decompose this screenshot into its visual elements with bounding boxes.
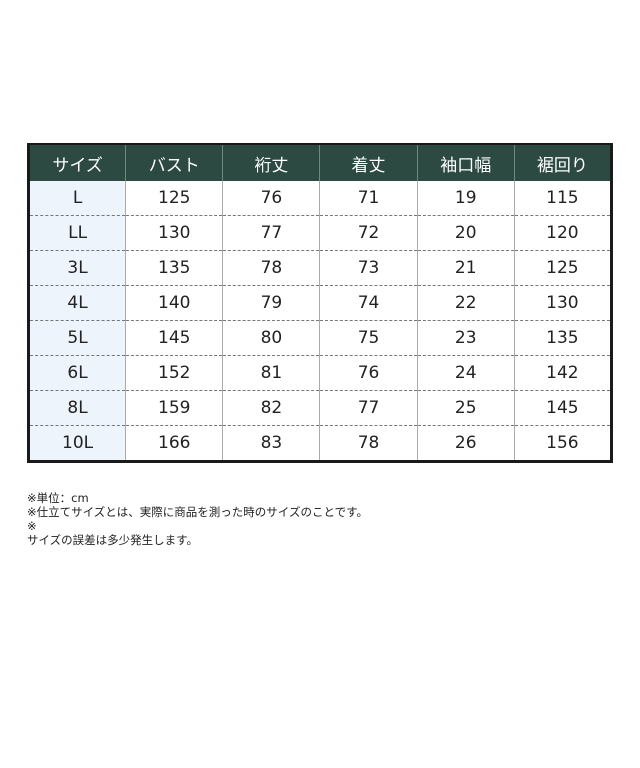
measurement-cell: 82 [222,390,320,426]
measurement-cell: 80 [222,320,320,356]
measurement-cell: 25 [416,390,515,426]
measurement-cell: 83 [222,425,320,462]
size-cell: 10L [28,425,126,462]
measurement-cell: 19 [416,181,515,216]
note-measurement: ※仕立てサイズとは、実際に商品を測った時のサイズのことです。 [27,505,368,519]
measurement-cell: 156 [513,425,612,462]
measurement-cell: 142 [513,355,612,391]
size-cell: LL [28,215,126,251]
note-mark: ※ [27,519,37,533]
table-body: L 125 76 71 19 115 LL 130 77 72 20 120 3L 135 78 73 21 12… [28,181,612,462]
measurement-cell: 22 [416,285,515,321]
measurement-cell: 79 [222,285,320,321]
table-row: 10L 166 83 78 26 156 [28,425,612,462]
table-row: 8L 159 82 77 25 145 [28,390,612,426]
column-header: 袖口幅 [416,144,515,181]
table-header-row: サイズ バスト 裄丈 着丈 袖口幅 裾回り [28,144,612,181]
column-header: 裾回り [513,144,612,181]
measurement-cell: 72 [319,215,418,251]
measurement-cell: 159 [125,390,223,426]
measurement-cell: 140 [125,285,223,321]
measurement-cell: 81 [222,355,320,391]
measurement-cell: 20 [416,215,515,251]
measurement-cell: 21 [416,250,515,286]
size-cell: 8L [28,390,126,426]
measurement-cell: 77 [319,390,418,426]
measurement-cell: 135 [125,250,223,286]
measurement-cell: 135 [513,320,612,356]
measurement-cell: 78 [222,250,320,286]
measurement-cell: 130 [125,215,223,251]
table-row: LL 130 77 72 20 120 [28,215,612,251]
note-tolerance: サイズの誤差は多少発生します。 [27,533,199,547]
measurement-cell: 26 [416,425,515,462]
table-row: L 125 76 71 19 115 [28,181,612,216]
size-cell: 4L [28,285,126,321]
measurement-cell: 78 [319,425,418,462]
measurement-cell: 125 [513,250,612,286]
measurement-cell: 125 [125,181,223,216]
column-header: 裄丈 [222,144,320,181]
measurement-cell: 23 [416,320,515,356]
measurement-cell: 74 [319,285,418,321]
measurement-cell: 75 [319,320,418,356]
measurement-cell: 24 [416,355,515,391]
measurement-cell: 130 [513,285,612,321]
size-chart-table: サイズ バスト 裄丈 着丈 袖口幅 裾回り L 125 76 71 19 115 LL 130 77 72 2… [27,143,613,463]
column-header: バスト [125,144,223,181]
size-cell: 5L [28,320,126,356]
measurement-cell: 77 [222,215,320,251]
measurement-cell: 166 [125,425,223,462]
measurement-cell: 76 [319,355,418,391]
size-cell: 3L [28,250,126,286]
size-cell: L [28,181,126,216]
measurement-cell: 71 [319,181,418,216]
size-cell: 6L [28,355,126,391]
column-header: 着丈 [319,144,418,181]
measurement-cell: 120 [513,215,612,251]
notes: ※単位：cm ※仕立てサイズとは、実際に商品を測った時のサイズのことです。 ※ … [27,491,368,547]
measurement-cell: 73 [319,250,418,286]
measurement-cell: 152 [125,355,223,391]
measurement-cell: 145 [513,390,612,426]
measurement-cell: 115 [513,181,612,216]
measurement-cell: 145 [125,320,223,356]
table-row: 6L 152 81 76 24 142 [28,355,612,391]
table-row: 5L 145 80 75 23 135 [28,320,612,356]
note-unit: ※単位：cm [27,491,89,505]
column-header: サイズ [28,144,126,181]
measurement-cell: 76 [222,181,320,216]
table-row: 3L 135 78 73 21 125 [28,250,612,286]
table-row: 4L 140 79 74 22 130 [28,285,612,321]
